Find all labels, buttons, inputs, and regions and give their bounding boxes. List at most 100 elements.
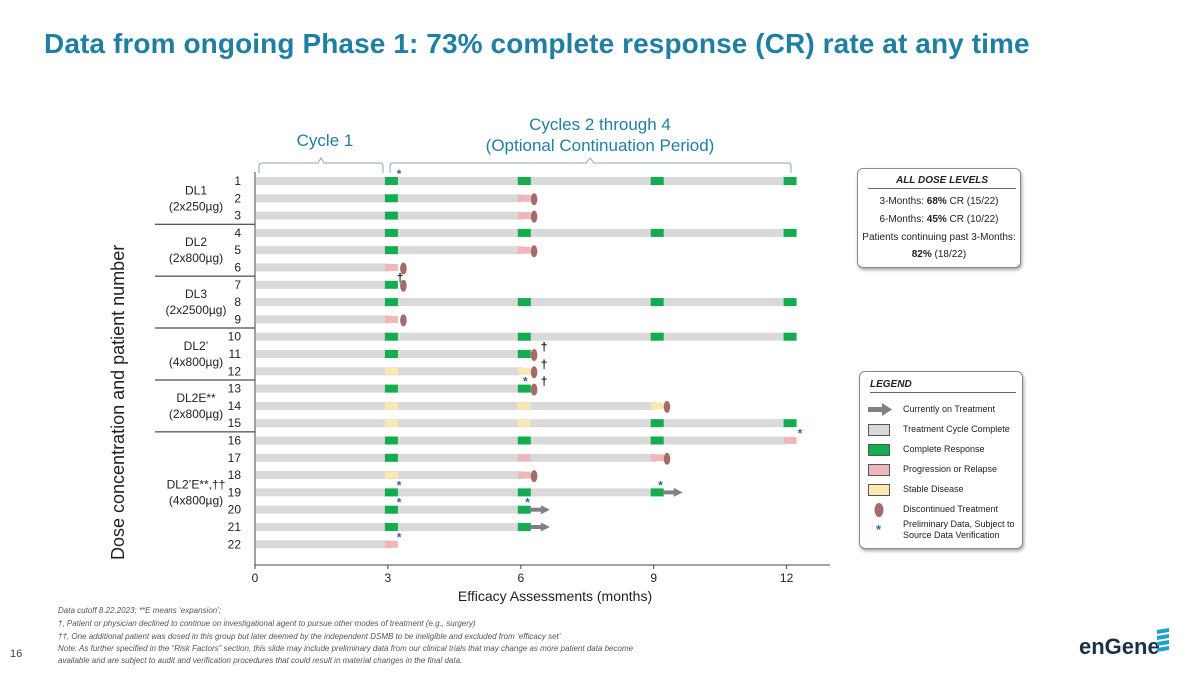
cr-marker [517, 384, 531, 393]
discontinued-marker [530, 366, 538, 379]
progression-marker [384, 540, 398, 548]
summary-continuing-label: Patients continuing past 3-Months: [862, 232, 1016, 243]
company-logo: enGene [1079, 634, 1160, 659]
page-number: 16 [10, 648, 23, 660]
cr-marker [650, 488, 664, 497]
cr-marker [384, 505, 398, 514]
patient-number: 17 [228, 451, 242, 465]
cr-marker [384, 523, 398, 531]
on-treatment-arrow-head [540, 505, 550, 515]
cr-marker [384, 453, 398, 462]
stable-marker [384, 402, 398, 410]
patient-number: 14 [228, 399, 242, 413]
group-label-dose: (2x800µg) [169, 251, 223, 265]
preliminary-asterisk: * [397, 496, 402, 510]
discontinued-marker [400, 314, 407, 327]
stable-marker [384, 367, 398, 375]
treatment-bar [256, 280, 390, 289]
legend-item-on-treatment: Currently on Treatment [868, 402, 1018, 418]
cr-marker [517, 523, 531, 531]
footnote-note-cont: available and are subject to audit and v… [58, 656, 463, 665]
summary-continuing-value: 82% (18/22) [911, 249, 967, 260]
cr-marker [783, 298, 797, 307]
discontinued-marker [530, 245, 538, 258]
cr-marker [384, 211, 398, 220]
discontinued-marker [530, 383, 538, 396]
patient-number: 15 [228, 416, 242, 430]
summary-heading: ALL DOSE LEVELS [868, 175, 1016, 189]
discontinued-marker [530, 349, 538, 361]
footnote-note: Note: As further specified in the “Risk … [58, 644, 634, 653]
x-tick-label: 9 [650, 571, 657, 585]
treatment-bar [256, 540, 390, 549]
discontinued-marker [530, 210, 538, 223]
x-tick-label: 0 [252, 571, 259, 585]
legend-item-discontinued: Discontinued Treatment [868, 502, 1018, 518]
progression-marker [517, 471, 531, 479]
patient-number: 8 [234, 295, 241, 309]
progression-marker [783, 437, 797, 444]
patient-number: 21 [228, 520, 242, 534]
patient-number: 11 [229, 347, 242, 361]
cycle1-bracket [258, 157, 384, 173]
asterisk-icon: * [876, 522, 882, 537]
patient-number: 2 [234, 191, 241, 205]
group-label-dose: (4x800µg) [169, 355, 223, 369]
patient-number: 18 [228, 468, 242, 482]
legend-item-cycle-complete: Treatment Cycle Complete [868, 422, 1018, 438]
footnote-dagger: †, Patient or physician declined to cont… [58, 619, 476, 628]
cr-marker [384, 332, 398, 341]
x-tick-label: 6 [517, 571, 524, 585]
treatment-bar [256, 401, 656, 410]
legend-item-preliminary: * Preliminary Data, Subject to Source Da… [876, 519, 1015, 540]
cr-marker [384, 228, 398, 237]
progression-marker [517, 454, 531, 462]
progression-marker [650, 454, 664, 462]
legend-item-progression: Progression or Relapse [868, 462, 1018, 478]
cycle1-label: Cycle 1 [296, 131, 354, 150]
preliminary-asterisk: * [798, 427, 803, 441]
cr-marker [650, 177, 664, 185]
stable-marker [517, 402, 531, 410]
legend-box: LEGEND Currently on Treatment Treatment … [859, 371, 1023, 549]
cr-marker [384, 488, 398, 497]
treatment-bar [256, 488, 656, 497]
on-treatment-arrow-shaft [529, 525, 542, 529]
preliminary-asterisk: * [397, 530, 402, 544]
preliminary-asterisk: * [658, 478, 663, 492]
summary-box: ALL DOSE LEVELS 3-Months: 68% CR (15/22)… [857, 168, 1021, 268]
summary-6-months: 6-Months: 45% CR (10/22) [879, 214, 999, 225]
cr-marker [384, 384, 398, 393]
cycles-2-4-label-line2: (Optional Continuation Period) [485, 136, 715, 155]
arrow-icon [868, 403, 892, 416]
group-label-name: DL2’E**,†† [167, 477, 226, 491]
cr-marker [650, 298, 664, 307]
discontinued-marker [530, 193, 538, 206]
patient-number: 3 [234, 209, 241, 223]
group-label-name: DL1 [185, 183, 207, 197]
cr-marker [517, 228, 531, 237]
legend-item-stable: Stable Disease [868, 482, 1018, 498]
discontinued-marker [400, 262, 407, 275]
x-axis-label: Efficacy Assessments (months) [457, 588, 653, 604]
progression-marker [517, 212, 531, 220]
patient-number: 10 [228, 330, 242, 344]
group-label-dose: (2x250µg) [169, 199, 223, 213]
cr-marker [783, 419, 797, 428]
dagger-mark: † [541, 375, 548, 389]
summary-3-months: 3-Months: 68% CR (15/22) [879, 196, 999, 207]
preliminary-asterisk: * [397, 478, 402, 492]
group-label-dose: (2x800µg) [169, 407, 223, 421]
footnote-double-dagger: ††, One additional patient was dosed in … [58, 632, 561, 641]
patient-number: 20 [228, 503, 242, 517]
on-treatment-arrow-shaft [529, 507, 542, 512]
progression-marker [384, 264, 398, 271]
patient-number: 4 [234, 226, 241, 240]
patient-number: 22 [228, 537, 242, 551]
patient-number: 6 [234, 261, 241, 275]
group-label-dose: (4x800µg) [169, 493, 223, 507]
discontinued-marker [530, 470, 538, 483]
patient-number: 1 [234, 174, 241, 188]
cr-marker [384, 177, 398, 185]
